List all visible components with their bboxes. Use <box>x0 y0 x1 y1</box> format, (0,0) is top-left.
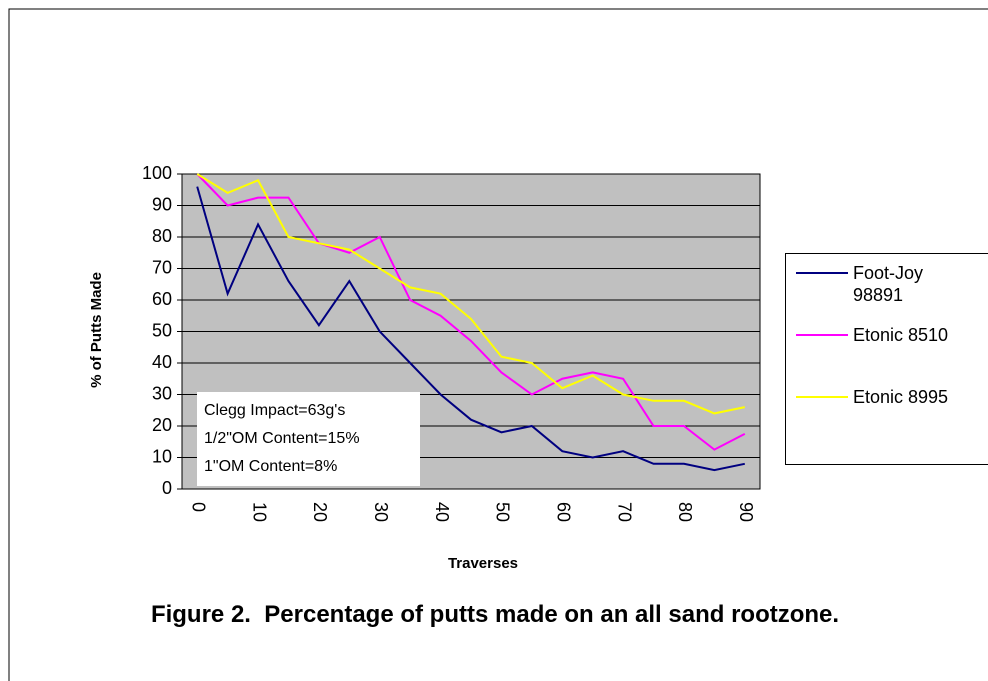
y-axis-title: % of Putts Made <box>88 272 105 388</box>
legend-label: Etonic 8510 <box>853 325 949 345</box>
legend-label: Etonic 8995 <box>853 387 949 407</box>
chart-border <box>8 8 988 681</box>
x-tick-label: 60 <box>554 502 574 522</box>
y-tick-label: 90 <box>152 194 172 214</box>
y-tick-label: 30 <box>152 383 172 403</box>
annotation: Clegg Impact=63g's <box>204 402 345 419</box>
legend: Foot-Joy 98891 Etonic 8510 Etonic 8995 <box>785 253 988 465</box>
plot-border <box>181 173 761 490</box>
x-tick-label: 50 <box>493 502 513 522</box>
data-line <box>196 173 745 415</box>
x-tick-label: 70 <box>614 502 634 522</box>
x-tick-label: 40 <box>432 502 452 522</box>
x-tick-label: 80 <box>675 502 695 522</box>
y-tick-label: 70 <box>152 257 172 277</box>
x-tick-label: 30 <box>371 502 391 522</box>
y-tick-label: 0 <box>162 478 172 498</box>
data-line <box>196 173 746 451</box>
y-tick-label: 100 <box>142 163 172 183</box>
annotation: 1"OM Content=8% <box>204 458 337 475</box>
y-tick-label: 40 <box>152 352 172 372</box>
legend-swatch <box>796 396 848 398</box>
y-tick-label: 10 <box>152 446 172 466</box>
chart-title: Figure 2. Percentage of putts made on an… <box>150 601 840 628</box>
x-tick-label: 10 <box>249 502 269 522</box>
y-tick-label: 60 <box>152 289 172 309</box>
x-axis-title: Traverses <box>448 555 518 572</box>
annotation: 1/2"OM Content=15% <box>204 430 360 447</box>
legend-swatch <box>796 334 848 336</box>
data-line <box>196 186 745 472</box>
x-tick-label: 20 <box>310 502 330 522</box>
y-tick-label: 80 <box>152 226 172 246</box>
legend-swatch <box>796 272 848 274</box>
y-tick-label: 50 <box>152 320 172 340</box>
annotation-background <box>197 392 420 486</box>
legend-label: Foot-Joy 98891 <box>853 263 924 305</box>
y-tick-label: 20 <box>152 415 172 435</box>
x-tick-label: 90 <box>736 502 756 522</box>
annotation-box: Clegg Impact=63g's 1/2"OM Content=15% 1"OM… <box>197 392 420 486</box>
x-tick-label: 0 <box>188 502 208 512</box>
